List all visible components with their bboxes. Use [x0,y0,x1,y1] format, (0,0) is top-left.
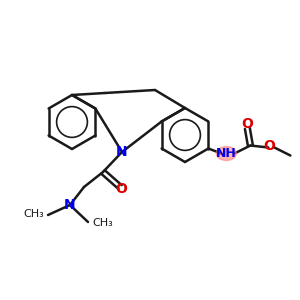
Text: NH: NH [216,147,237,160]
Text: O: O [242,118,253,131]
Text: O: O [263,140,275,154]
Text: N: N [64,198,76,212]
Text: N: N [116,145,128,159]
Text: CH₃: CH₃ [92,218,113,228]
Text: CH₃: CH₃ [23,209,44,219]
Ellipse shape [216,146,236,161]
Text: O: O [115,182,127,196]
